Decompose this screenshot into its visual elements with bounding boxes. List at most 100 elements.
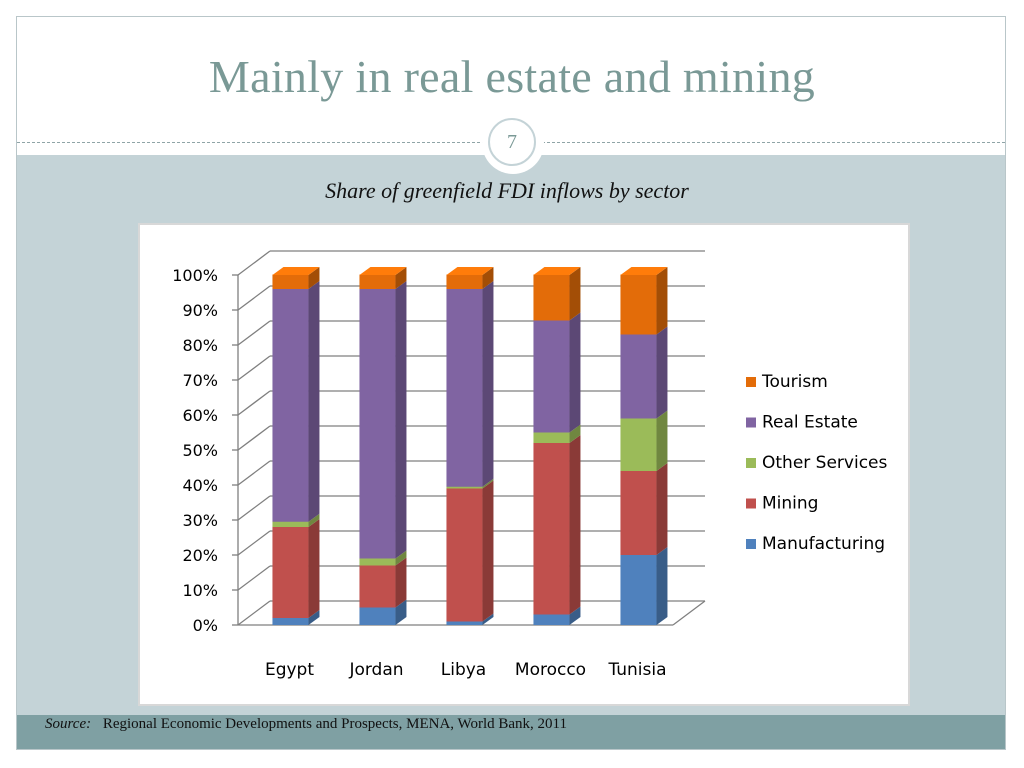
bar-manufacturing bbox=[272, 617, 309, 625]
bar-tourism bbox=[533, 274, 570, 321]
legend-label: Manufacturing bbox=[762, 534, 885, 554]
bar-side-manufacturing bbox=[482, 613, 494, 625]
bar-side-mining bbox=[482, 480, 494, 622]
bar-side-other-services bbox=[656, 410, 668, 471]
bar-top bbox=[446, 267, 494, 275]
legend-swatch bbox=[746, 458, 756, 468]
stacked-bar-chart: 0% 10% 20% 30% 40% 50% 60% 70% 80% 90% 100% Egypt Jo… bbox=[172, 250, 888, 680]
bar-side-tourism bbox=[569, 267, 581, 321]
x-tick-label: Tunisia bbox=[607, 660, 666, 680]
bar-manufacturing bbox=[533, 614, 570, 625]
bar-top bbox=[359, 267, 407, 275]
bar-side-mining bbox=[395, 557, 407, 608]
legend-swatch bbox=[746, 539, 756, 549]
bar-top bbox=[533, 267, 581, 275]
page-number: 7 bbox=[488, 118, 536, 166]
bar-real-estate bbox=[359, 288, 396, 559]
bar-other-services bbox=[446, 486, 483, 489]
bar-side-other-services bbox=[569, 424, 581, 443]
gridline-side bbox=[237, 495, 271, 521]
bar-manufacturing bbox=[359, 607, 396, 625]
y-tick-label: 10% bbox=[182, 581, 218, 600]
bar-tourism bbox=[446, 274, 483, 289]
gridline-side bbox=[237, 355, 271, 381]
bar-mining bbox=[272, 526, 309, 618]
bar-other-services bbox=[272, 521, 309, 527]
y-tick-label: 50% bbox=[182, 441, 218, 460]
bar-other-services bbox=[359, 558, 396, 566]
x-tick-label: Egypt bbox=[265, 660, 314, 680]
y-tick-label: 90% bbox=[182, 301, 218, 320]
bar-side-real-estate bbox=[308, 281, 320, 522]
bar-real-estate bbox=[533, 320, 570, 433]
source-text: Regional Economic Developments and Prosp… bbox=[102, 716, 567, 732]
bar-mining bbox=[359, 565, 396, 608]
bar-side-manufacturing bbox=[395, 599, 407, 625]
x-tick-label: Libya bbox=[441, 660, 486, 680]
y-tick-label: 20% bbox=[182, 546, 218, 565]
y-tick-label: 70% bbox=[182, 371, 218, 390]
y-tick-label: 80% bbox=[182, 336, 218, 355]
y-tick-label: 100% bbox=[172, 266, 218, 285]
chart-panel: 0% 10% 20% 30% 40% 50% 60% 70% 80% 90% 100% Egypt Jo… bbox=[138, 223, 910, 706]
bar-side-mining bbox=[308, 519, 320, 618]
gridline-side bbox=[237, 250, 271, 276]
x-tick-label: Morocco bbox=[515, 660, 586, 680]
y-tick-label: 30% bbox=[182, 511, 218, 530]
x-tick-label: Jordan bbox=[348, 660, 403, 680]
source-note: Source: Regional Economic Developments a… bbox=[45, 716, 567, 733]
bar-side-real-estate bbox=[569, 312, 581, 433]
bar-mining bbox=[446, 488, 483, 622]
legend-label: Other Services bbox=[762, 453, 888, 473]
gridline-side bbox=[237, 425, 271, 451]
bar-side-manufacturing bbox=[656, 547, 668, 625]
bar-side-other-services bbox=[308, 513, 320, 527]
chart-subtitle: Share of greenfield FDI inflows by secto… bbox=[325, 178, 689, 203]
legend-swatch bbox=[746, 498, 756, 509]
bar-side-manufacturing bbox=[308, 610, 320, 625]
bar-tourism bbox=[359, 274, 396, 289]
bar-side-other-services bbox=[395, 550, 407, 566]
bar-side-real-estate bbox=[656, 326, 668, 419]
bar-manufacturing bbox=[620, 554, 657, 625]
gridline-side bbox=[237, 460, 271, 486]
y-tick-label: 40% bbox=[182, 476, 218, 495]
bar-side-manufacturing bbox=[569, 606, 581, 625]
gridline-side bbox=[237, 390, 271, 416]
legend-label: Mining bbox=[762, 494, 818, 514]
gridline-side bbox=[237, 565, 271, 591]
bar-real-estate bbox=[272, 288, 309, 522]
bar-side-mining bbox=[656, 463, 668, 555]
floor-right-edge bbox=[672, 600, 706, 626]
bar-side-real-estate bbox=[482, 281, 494, 487]
bar-side-mining bbox=[569, 435, 581, 615]
bar-tourism bbox=[620, 274, 657, 335]
bar-manufacturing bbox=[446, 621, 483, 625]
bar-other-services bbox=[533, 432, 570, 443]
slide-title: Mainly in real estate and mining bbox=[208, 51, 816, 102]
gridline-side bbox=[237, 285, 271, 311]
bar-side-tourism bbox=[395, 267, 407, 289]
bar-mining bbox=[533, 442, 570, 615]
bar-side-tourism bbox=[656, 267, 668, 335]
legend-swatch bbox=[746, 377, 756, 387]
bar-real-estate bbox=[446, 288, 483, 487]
legend-label: Tourism bbox=[761, 372, 828, 392]
bar-side-tourism bbox=[482, 267, 494, 289]
bar-top bbox=[272, 267, 320, 275]
gridline-side bbox=[237, 600, 271, 626]
bar-real-estate bbox=[620, 334, 657, 419]
bar-tourism bbox=[272, 274, 309, 289]
bar-mining bbox=[620, 470, 657, 555]
gridline-side bbox=[237, 320, 271, 346]
source-label: Source: bbox=[45, 716, 92, 732]
bar-other-services bbox=[620, 418, 657, 471]
bar-side-real-estate bbox=[395, 281, 407, 559]
gridline-side bbox=[237, 530, 271, 556]
legend-label: Real Estate bbox=[762, 413, 858, 433]
bar-side-other-services bbox=[482, 478, 494, 489]
source-band bbox=[17, 715, 1005, 749]
bar-top bbox=[620, 267, 668, 275]
y-tick-label: 0% bbox=[193, 616, 218, 635]
bar-side-tourism bbox=[308, 267, 320, 289]
